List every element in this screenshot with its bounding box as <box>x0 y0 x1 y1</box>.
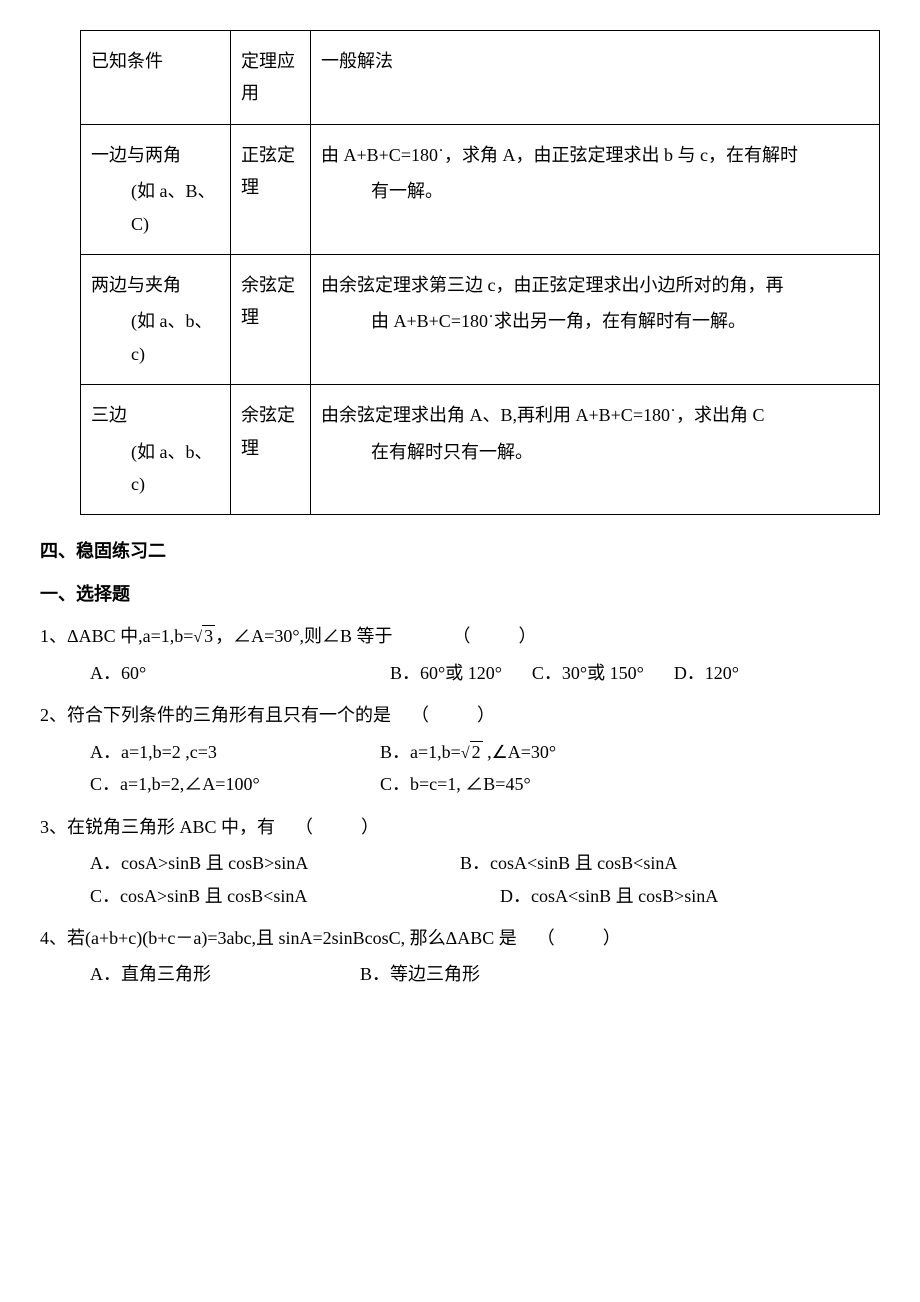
q1-opt-d: D．120° <box>674 657 739 689</box>
q2-opt-b: B．a=1,b= 2 ,∠A=30° <box>380 736 556 769</box>
cond-line2: (如 a、b、c) <box>91 436 220 501</box>
q2-opt-c2: C．b=c=1, ∠B=45° <box>380 768 531 800</box>
q4-text: 若(a+b+c)(b+c－a)=3abc,且 sinA=2sinBcosC, 那… <box>67 922 517 954</box>
cond-line2: (如 a、b、c) <box>91 305 220 370</box>
cond-line2: (如 a、B、C) <box>91 175 220 240</box>
method-line2: 由 A+B+C=180˙求出另一角，在有解时有一解。 <box>321 305 869 337</box>
q3-opt-a: A．cosA>sinB 且 cosB>sinA <box>90 847 430 879</box>
q1-opt-c: C．30°或 150° <box>532 657 644 689</box>
question-1: 1、 ΔABC 中,a=1,b= 3 ，∠A=30°,则∠B 等于 （ ） A．… <box>40 620 880 689</box>
q4-paren: （ ） <box>537 922 625 954</box>
q4-num: 4、 <box>40 922 67 954</box>
question-4: 4、 若(a+b+c)(b+c－a)=3abc,且 sinA=2sinBcosC… <box>40 922 880 991</box>
q3-text: 在锐角三角形 ABC 中，有 <box>67 811 275 843</box>
q2-opt-a: A．a=1,b=2 ,c=3 <box>90 736 350 769</box>
cell-method: 由 A+B+C=180˙，求角 A，由正弦定理求出 b 与 c，在有解时 有一解… <box>311 124 880 254</box>
q2-text: 符合下列条件的三角形有且只有一个的是 <box>67 699 391 731</box>
method-line2: 在有解时只有一解。 <box>321 436 869 468</box>
cell-theorem: 余弦定理 <box>231 385 311 515</box>
q1-sqrt: 3 <box>202 625 215 646</box>
q3-paren: （ ） <box>295 811 383 843</box>
method-line1: 由 A+B+C=180˙，求角 A，由正弦定理求出 b 与 c，在有解时 <box>321 139 869 171</box>
q2-opt-c: C．a=1,b=2,∠A=100° <box>90 768 350 800</box>
q1-num: 1、 <box>40 620 67 652</box>
method-line1: 由余弦定理求出角 A、B,再利用 A+B+C=180˙，求出角 C <box>321 399 869 431</box>
cell-method: 由余弦定理求第三边 c，由正弦定理求出小边所对的角，再 由 A+B+C=180˙… <box>311 254 880 384</box>
q2-paren: （ ） <box>411 699 499 731</box>
cond-line1: 一边与两角 <box>91 139 220 171</box>
q1-text-a: ΔABC 中,a=1,b= <box>67 620 193 652</box>
table-row: 一边与两角 (如 a、B、C) 正弦定理 由 A+B+C=180˙，求角 A，由… <box>81 124 880 254</box>
header-method: 一般解法 <box>311 31 880 125</box>
question-2: 2、 符合下列条件的三角形有且只有一个的是 （ ） A．a=1,b=2 ,c=3… <box>40 699 880 801</box>
q2-opt-b-a: B．a=1,b= <box>380 742 461 762</box>
subsection-1-title: 一、选择题 <box>40 578 880 610</box>
header-theorem: 定理应用 <box>231 31 311 125</box>
table-row: 三边 (如 a、b、c) 余弦定理 由余弦定理求出角 A、B,再利用 A+B+C… <box>81 385 880 515</box>
method-line1: 由余弦定理求第三边 c，由正弦定理求出小边所对的角，再 <box>321 269 869 301</box>
cell-theorem: 余弦定理 <box>231 254 311 384</box>
question-3: 3、 在锐角三角形 ABC 中，有 （ ） A．cosA>sinB 且 cosB… <box>40 811 880 912</box>
cond-line1: 三边 <box>91 399 220 431</box>
table-header-row: 已知条件 定理应用 一般解法 <box>81 31 880 125</box>
sqrt-icon: 3 <box>193 620 215 653</box>
q3-opt-c: C．cosA>sinB 且 cosB<sinA <box>90 880 470 912</box>
cell-condition: 一边与两角 (如 a、B、C) <box>81 124 231 254</box>
q1-paren: （ ） <box>453 620 541 652</box>
q1-opt-a: A．60° <box>90 657 360 689</box>
q2-opt-b-b: ,∠A=30° <box>483 742 557 762</box>
q2-num: 2、 <box>40 699 67 731</box>
sqrt-icon: 2 <box>461 736 483 769</box>
section-4-title: 四、稳固练习二 <box>40 535 880 567</box>
cell-theorem: 正弦定理 <box>231 124 311 254</box>
table-row: 两边与夹角 (如 a、b、c) 余弦定理 由余弦定理求第三边 c，由正弦定理求出… <box>81 254 880 384</box>
q1-text-b: ，∠A=30°,则∠B 等于 <box>215 620 392 652</box>
solution-methods-table: 已知条件 定理应用 一般解法 一边与两角 (如 a、B、C) 正弦定理 由 A+… <box>80 30 880 515</box>
q4-opt-a: A．直角三角形 <box>90 958 330 990</box>
q4-opt-b: B．等边三角形 <box>360 958 480 990</box>
cond-line1: 两边与夹角 <box>91 269 220 301</box>
method-line2: 有一解。 <box>321 175 869 207</box>
q3-opt-b: B．cosA<sinB 且 cosB<sinA <box>460 847 677 879</box>
cell-condition: 两边与夹角 (如 a、b、c) <box>81 254 231 384</box>
cell-method: 由余弦定理求出角 A、B,再利用 A+B+C=180˙，求出角 C 在有解时只有… <box>311 385 880 515</box>
q2-sqrt: 2 <box>470 741 483 762</box>
q3-opt-d: D．cosA<sinB 且 cosB>sinA <box>500 880 718 912</box>
header-condition: 已知条件 <box>81 31 231 125</box>
q1-opt-b: B．60°或 120° <box>390 657 502 689</box>
q3-num: 3、 <box>40 811 67 843</box>
cell-condition: 三边 (如 a、b、c) <box>81 385 231 515</box>
